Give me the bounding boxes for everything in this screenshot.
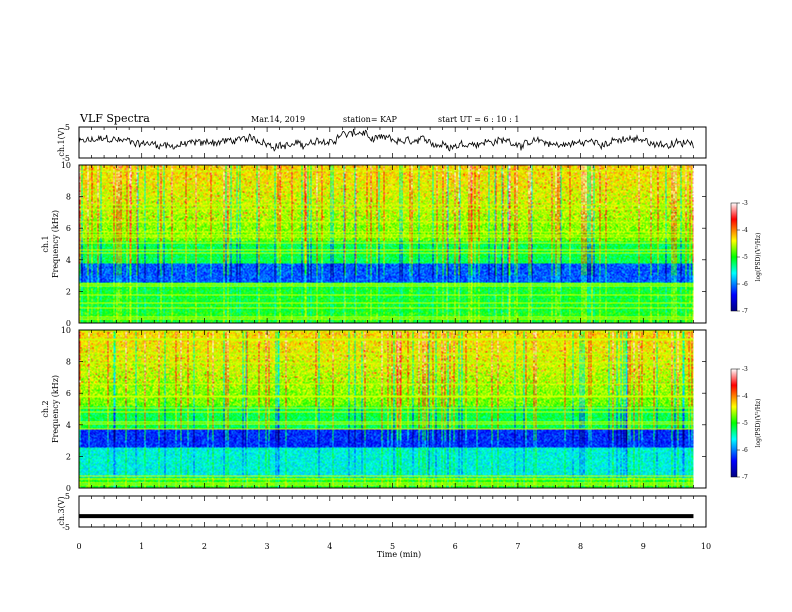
colorbar-tick-label: -6 [742, 447, 748, 454]
ch1-spec-ylabel-freq: Frequency (kHz) [51, 210, 60, 278]
freq-tick-label: 6 [66, 224, 71, 233]
freq-tick-label: 10 [61, 326, 71, 335]
x-tick-label: 7 [515, 542, 520, 551]
station-label: station= KAP [343, 115, 398, 124]
x-tick-label: 4 [327, 542, 332, 551]
ch3-ytick-top: 5 [65, 492, 70, 501]
ch3-ytick-bottom: -5 [62, 523, 70, 532]
colorbar-tick-label: -4 [742, 227, 748, 234]
ch2-spec-ylabel-freq: Frequency (kHz) [51, 375, 60, 443]
spectrogram-raster [79, 330, 694, 488]
ch1-waveform-trace [78, 128, 694, 152]
ch2-colorbar-label: log(PSD)(V²/Hz) [755, 399, 762, 448]
ch1-ytick-bottom: -5 [62, 154, 70, 163]
ch1-colorbar-label: log(PSD)(V²/Hz) [755, 233, 762, 282]
date-label: Mar.14, 2019 [251, 115, 305, 124]
colorbar-tick-label: -3 [742, 366, 748, 373]
spectrogram-raster [79, 165, 694, 323]
ch3-ylabel: ch.3(V) [57, 496, 66, 525]
x-tick-label: 2 [202, 542, 207, 551]
ch1-ylabel: ch.1(V) [57, 127, 66, 156]
colorbar-tick-label: -5 [742, 420, 748, 427]
ch1-ytick-top: 5 [65, 123, 70, 132]
x-tick-label: 9 [641, 542, 646, 551]
freq-tick-label: 0 [66, 484, 71, 493]
x-axis-label: Time (min) [377, 550, 421, 559]
x-tick-label: 10 [701, 542, 711, 551]
freq-tick-label: 8 [66, 193, 71, 202]
x-tick-label: 8 [578, 542, 583, 551]
ch1-colorbar [730, 202, 738, 312]
freq-tick-label: 2 [66, 452, 71, 461]
figure-title: VLF Spectra [79, 112, 150, 125]
freq-tick-label: 0 [66, 319, 71, 328]
x-tick-label: 1 [139, 542, 144, 551]
freq-tick-label: 8 [66, 358, 71, 367]
colorbar-tick-label: -7 [742, 308, 748, 315]
colorbar-tick-label: -4 [742, 393, 748, 400]
freq-tick-label: 2 [66, 287, 71, 296]
x-tick-label: 5 [390, 542, 395, 551]
x-tick-label: 3 [265, 542, 270, 551]
freq-tick-label: 10 [61, 161, 71, 170]
freq-tick-label: 6 [66, 389, 71, 398]
colorbar-tick-label: -3 [742, 200, 748, 207]
start-time-label: start UT = 6 : 10 : 1 [438, 115, 519, 124]
ch1-spectrogram-image [79, 165, 694, 323]
x-tick-label: 0 [76, 542, 81, 551]
colorbar-tick-label: -7 [742, 474, 748, 481]
ch2-colorbar [730, 368, 738, 478]
colorbar-tick-label: -5 [742, 254, 748, 261]
ch1-waveform-panel: 5 -5 ch.1(V) [57, 123, 707, 163]
freq-tick-label: 4 [66, 421, 71, 430]
ch3-waveform-panel: 5 -5 ch.3(V) [57, 492, 707, 532]
ch2-spec-ylabel-channel: ch.2 [41, 400, 50, 417]
x-tick-label: 6 [453, 542, 458, 551]
freq-tick-label: 4 [66, 256, 71, 265]
ch1-waveform-line [78, 128, 694, 152]
colorbar-tick-label: -6 [742, 281, 748, 288]
ch1-spec-ylabel-channel: ch.1 [41, 235, 50, 252]
ch2-spectrogram-image [79, 330, 694, 488]
